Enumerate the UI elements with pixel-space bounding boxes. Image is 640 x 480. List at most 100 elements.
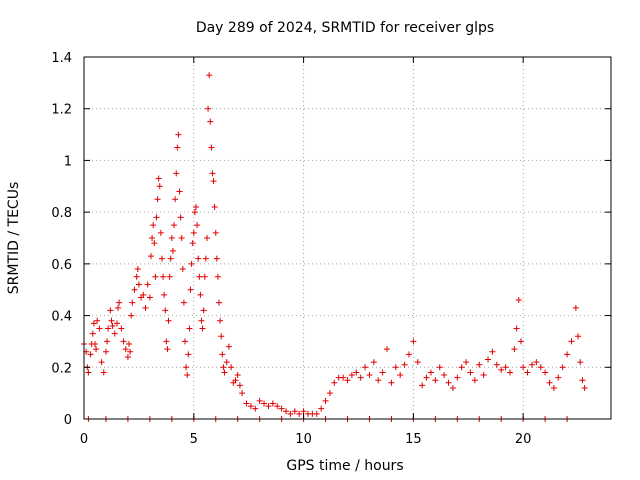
data-point [140,291,147,298]
data-point [209,170,216,177]
data-point [91,341,98,348]
data-point [172,196,179,203]
data-point [344,377,351,384]
data-point [274,403,281,410]
data-point [283,408,290,415]
data-point [318,405,325,412]
data-point [174,144,181,151]
data-point [208,144,215,151]
y-tick-label: 1.2 [51,103,72,118]
data-point [122,346,129,353]
data-point [161,291,168,298]
data-point [236,382,243,389]
x-tick-label: 0 [80,432,88,447]
data-point [220,364,227,371]
data-point [89,330,96,337]
data-point [111,330,118,337]
data-point [93,346,100,353]
data-point [210,178,217,185]
data-point [217,317,224,324]
data-point [203,235,210,241]
data-point [207,118,214,125]
data-point [243,400,250,407]
data-point [128,312,135,319]
data-point [405,351,412,358]
data-point [513,325,520,332]
data-point [252,405,259,412]
data-point [169,247,176,254]
data-point [528,361,535,368]
data-point [511,346,518,353]
data-point [186,325,193,332]
data-point [568,338,575,345]
data-point [202,255,209,262]
data-point [153,214,160,221]
data-point [357,374,364,381]
data-point [419,382,426,389]
data-point [158,255,165,262]
data-point [135,281,142,288]
data-point [167,255,174,262]
data-point [515,297,522,304]
data-point [265,403,272,410]
x-tick-label: 5 [190,432,198,447]
data-point [223,359,230,366]
data-point [185,351,192,358]
data-point [191,209,198,216]
x-axis-label: GPS time / hours [286,458,403,474]
data-point [575,333,582,340]
data-point [176,188,183,195]
data-point [127,348,134,355]
data-point [498,366,505,373]
data-point [150,222,157,229]
data-point [175,131,182,138]
data-point [218,333,225,340]
data-point [572,304,579,311]
data-point [107,307,114,314]
data-point [100,369,107,376]
data-point [109,322,116,329]
data-point [445,379,452,386]
data-point [232,377,239,384]
data-point [467,369,474,376]
data-point [168,235,175,241]
data-point [564,351,571,358]
data-point [163,338,170,345]
data-point [261,400,268,407]
data-point [196,273,203,280]
data-point [211,203,218,210]
data-point [156,183,163,190]
data-point [239,390,246,397]
data-point [291,408,298,415]
x-tick-label: 10 [295,432,312,447]
data-point [485,356,492,363]
data-point [154,196,161,203]
data-point [94,317,101,324]
data-point [177,214,184,221]
chart-title: Day 289 of 2024, SRMTID for receiver glp… [196,20,494,36]
data-point [197,291,204,298]
data-point [362,364,369,371]
data-point [96,325,103,332]
y-tick-label: 0 [64,413,72,428]
data-point [296,410,303,417]
data-point [133,273,140,280]
data-point [517,338,524,345]
data-point [423,374,430,381]
data-point [493,361,500,368]
data-point [379,369,386,376]
data-point [489,348,496,355]
y-tick-label: 0.4 [51,310,72,325]
data-point [182,338,189,345]
data-point [155,175,162,182]
data-point [326,390,333,397]
data-point [189,240,196,247]
data-point [212,229,219,236]
data-point [162,307,169,314]
data-point [579,377,586,384]
data-point [524,369,531,376]
plot-frame [83,56,612,420]
data-point [146,294,153,301]
data-point [278,405,285,412]
